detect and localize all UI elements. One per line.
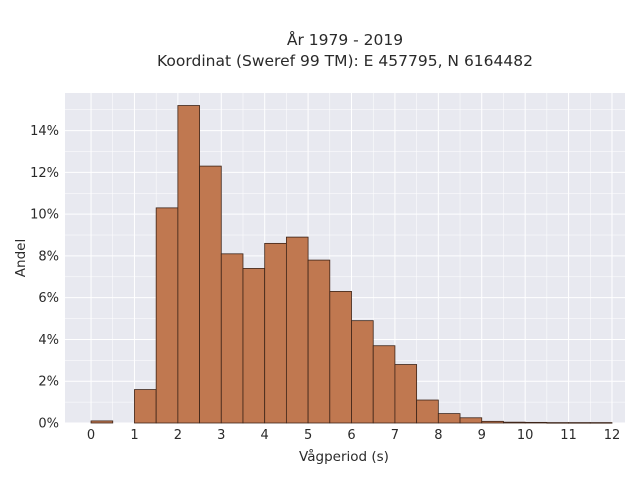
x-axis-ticks: 0 1 2 3 4 5 6 7 8 9 10 11 12 — [87, 428, 620, 443]
histogram-bar — [155, 207, 179, 424]
histogram-bar — [329, 291, 352, 424]
histogram-bar — [437, 413, 461, 424]
y-tick-label: 6% — [38, 291, 59, 306]
y-tick-label: 2% — [38, 375, 59, 390]
x-tick-label: 11 — [560, 428, 577, 443]
histogram-bar — [134, 389, 157, 424]
x-tick-label: 9 — [478, 428, 486, 443]
x-tick-label: 10 — [517, 428, 534, 443]
x-tick-label: 8 — [434, 428, 442, 443]
y-tick-label: 4% — [38, 333, 59, 348]
histogram-bar — [394, 364, 418, 424]
chart-title: År 1979 - 2019 — [287, 30, 403, 49]
histogram-bar — [568, 422, 591, 424]
histogram-bar — [90, 420, 114, 424]
histogram-bar — [242, 268, 266, 424]
y-tick-label: 0% — [38, 417, 59, 432]
y-tick-label: 12% — [30, 166, 59, 181]
histogram-bar — [589, 422, 613, 424]
x-tick-label: 0 — [87, 428, 95, 443]
x-tick-label: 7 — [391, 428, 399, 443]
x-tick-label: 3 — [217, 428, 225, 443]
y-axis-label: Andel — [13, 239, 29, 277]
histogram-bar — [264, 242, 287, 424]
x-tick-label: 1 — [130, 428, 138, 443]
histogram-bar — [416, 399, 439, 424]
histogram-bar — [307, 259, 331, 424]
y-tick-label: 10% — [30, 208, 59, 223]
y-tick-label: 14% — [30, 124, 59, 139]
x-tick-label: 2 — [174, 428, 182, 443]
x-axis-label: Vågperiod (s) — [299, 448, 389, 465]
histogram-bar — [503, 421, 526, 424]
histogram-bar — [459, 417, 483, 424]
y-tick-label: 8% — [38, 249, 59, 264]
y-axis-ticks: 0% 2% 4% 6% 8% 10% 12% 14% — [30, 124, 59, 431]
bars — [90, 105, 613, 424]
histogram-bar — [220, 253, 244, 424]
histogram-bar — [285, 236, 309, 424]
x-tick-label: 4 — [261, 428, 269, 443]
histogram-bar — [199, 165, 222, 424]
x-tick-label: 5 — [304, 428, 312, 443]
x-tick-label: 6 — [347, 428, 355, 443]
histogram-bar — [351, 320, 374, 424]
histogram-bar — [481, 420, 504, 424]
histogram-bar — [524, 421, 548, 424]
histogram-bar — [372, 345, 396, 424]
histogram-bar — [546, 422, 569, 424]
histogram-bar — [177, 105, 200, 424]
x-tick-label: 12 — [604, 428, 621, 443]
chart-subtitle: Koordinat (Sweref 99 TM): E 457795, N 61… — [157, 52, 533, 70]
